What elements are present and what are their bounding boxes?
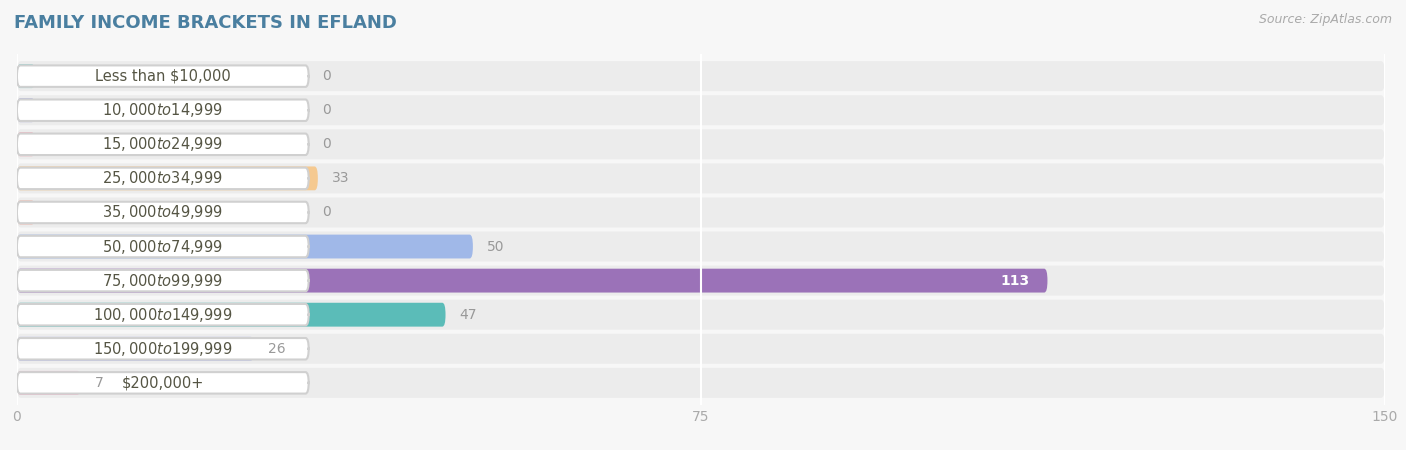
Text: 0: 0 xyxy=(322,206,332,220)
FancyBboxPatch shape xyxy=(17,163,1385,194)
Text: $25,000 to $34,999: $25,000 to $34,999 xyxy=(103,169,224,187)
FancyBboxPatch shape xyxy=(17,166,318,190)
FancyBboxPatch shape xyxy=(17,368,1385,398)
FancyBboxPatch shape xyxy=(17,95,1385,125)
Text: 47: 47 xyxy=(460,308,477,322)
Text: Source: ZipAtlas.com: Source: ZipAtlas.com xyxy=(1258,14,1392,27)
FancyBboxPatch shape xyxy=(17,304,309,325)
FancyBboxPatch shape xyxy=(17,266,1385,296)
FancyBboxPatch shape xyxy=(17,168,309,189)
Text: 26: 26 xyxy=(267,342,285,356)
FancyBboxPatch shape xyxy=(17,99,309,121)
FancyBboxPatch shape xyxy=(17,98,35,122)
FancyBboxPatch shape xyxy=(17,270,309,291)
FancyBboxPatch shape xyxy=(17,300,1385,330)
Text: 0: 0 xyxy=(322,137,332,151)
FancyBboxPatch shape xyxy=(17,334,1385,364)
FancyBboxPatch shape xyxy=(17,234,472,258)
Text: $50,000 to $74,999: $50,000 to $74,999 xyxy=(103,238,224,256)
Text: $100,000 to $149,999: $100,000 to $149,999 xyxy=(93,306,232,324)
Text: 50: 50 xyxy=(486,239,505,253)
FancyBboxPatch shape xyxy=(17,61,1385,91)
Text: $15,000 to $24,999: $15,000 to $24,999 xyxy=(103,135,224,153)
FancyBboxPatch shape xyxy=(17,202,309,223)
Text: FAMILY INCOME BRACKETS IN EFLAND: FAMILY INCOME BRACKETS IN EFLAND xyxy=(14,14,396,32)
FancyBboxPatch shape xyxy=(17,269,1047,292)
FancyBboxPatch shape xyxy=(17,129,1385,159)
Text: $35,000 to $49,999: $35,000 to $49,999 xyxy=(103,203,224,221)
Text: $75,000 to $99,999: $75,000 to $99,999 xyxy=(103,272,224,290)
FancyBboxPatch shape xyxy=(17,232,1385,261)
FancyBboxPatch shape xyxy=(17,198,1385,227)
Text: 7: 7 xyxy=(94,376,103,390)
Text: 113: 113 xyxy=(1000,274,1029,288)
FancyBboxPatch shape xyxy=(17,201,35,225)
FancyBboxPatch shape xyxy=(17,371,80,395)
Text: 33: 33 xyxy=(332,171,349,185)
FancyBboxPatch shape xyxy=(17,64,35,88)
FancyBboxPatch shape xyxy=(17,132,35,156)
FancyBboxPatch shape xyxy=(17,236,309,257)
Text: Less than $10,000: Less than $10,000 xyxy=(96,69,231,84)
Text: $200,000+: $200,000+ xyxy=(121,375,204,390)
Text: 0: 0 xyxy=(322,103,332,117)
Text: $150,000 to $199,999: $150,000 to $199,999 xyxy=(93,340,232,358)
FancyBboxPatch shape xyxy=(17,65,309,87)
Text: 0: 0 xyxy=(322,69,332,83)
FancyBboxPatch shape xyxy=(17,372,309,394)
FancyBboxPatch shape xyxy=(17,337,254,361)
FancyBboxPatch shape xyxy=(17,338,309,360)
Text: $10,000 to $14,999: $10,000 to $14,999 xyxy=(103,101,224,119)
FancyBboxPatch shape xyxy=(17,134,309,155)
FancyBboxPatch shape xyxy=(17,303,446,327)
